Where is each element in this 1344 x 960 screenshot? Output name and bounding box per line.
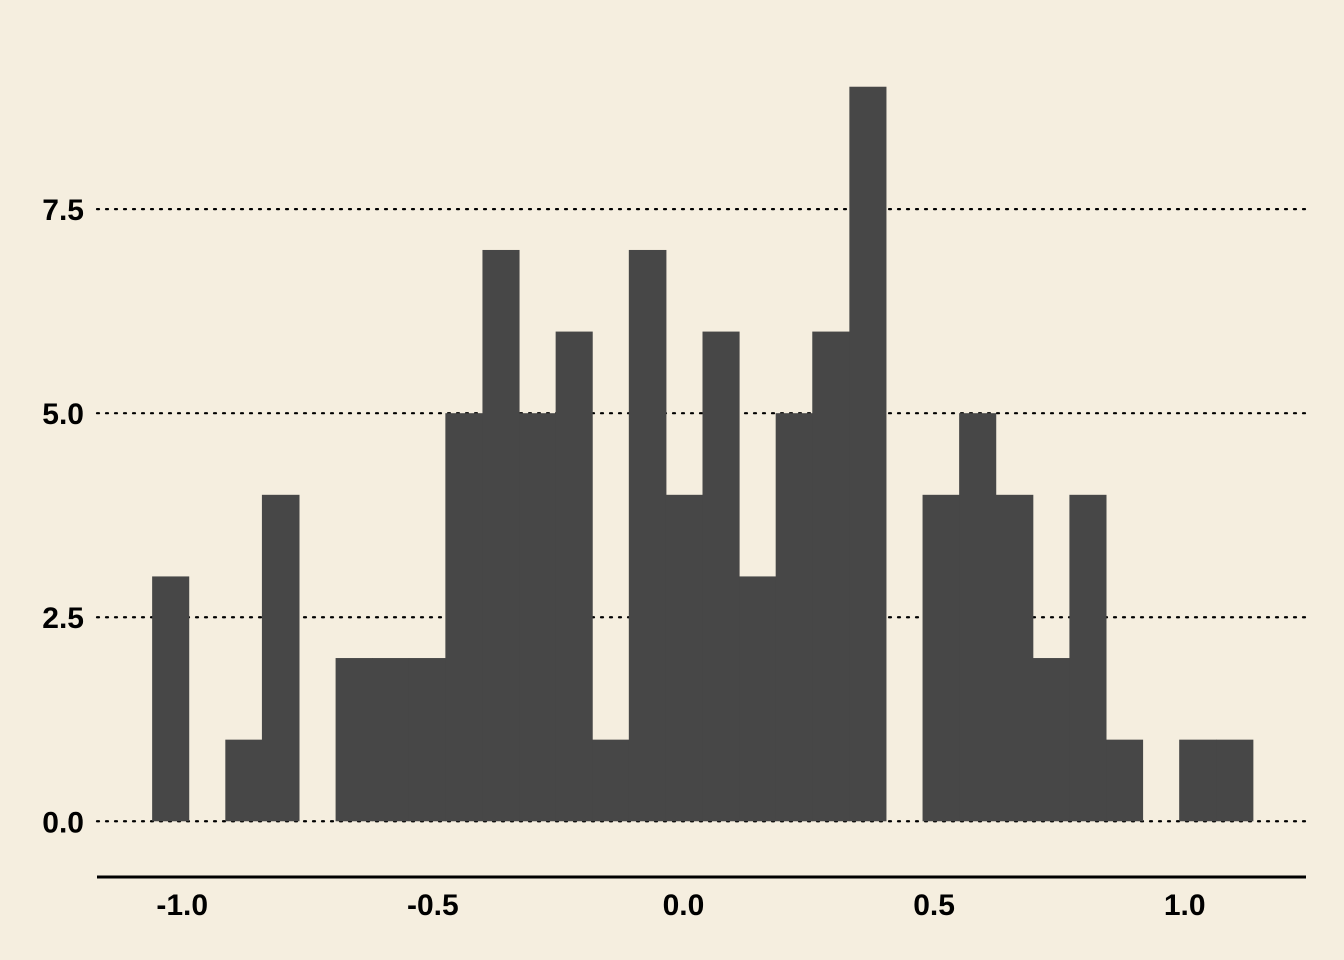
x-tick-label-3: 0.5 — [913, 889, 955, 922]
histogram-bar-26 — [1106, 739, 1144, 822]
histogram-bar-9 — [482, 249, 520, 822]
histogram-bar-7 — [408, 658, 446, 822]
x-tick-label-1: -0.5 — [407, 889, 459, 922]
histogram-bar-12 — [592, 739, 630, 822]
histogram-bar-23 — [995, 494, 1034, 822]
histogram-bar-22 — [959, 413, 997, 822]
histogram-bar-17 — [775, 413, 813, 822]
histogram-bar-28 — [1179, 739, 1217, 822]
histogram-bar-25 — [1069, 494, 1107, 822]
histogram-bar-15 — [702, 331, 740, 822]
x-tick-labels: -1.0 -0.5 0.0 0.5 1.0 — [156, 889, 1205, 922]
histogram-bar-10 — [519, 413, 557, 822]
histogram-bar-5 — [335, 658, 373, 822]
x-tick-label-4: 1.0 — [1164, 889, 1206, 922]
histogram-bar-18 — [812, 331, 850, 822]
y-tick-label-0: 0.0 — [42, 806, 84, 839]
histogram-bar-8 — [445, 413, 483, 822]
histogram-bars — [152, 86, 1254, 822]
histogram-bar-24 — [1032, 658, 1070, 822]
histogram-bar-6 — [372, 658, 410, 822]
histogram-bar-14 — [665, 494, 704, 822]
histogram-bar-2 — [225, 739, 263, 822]
histogram-bar-13 — [628, 249, 667, 822]
histogram-bar-3 — [261, 494, 300, 822]
histogram-bar-16 — [739, 576, 777, 822]
histogram-bar-29 — [1216, 739, 1254, 822]
y-tick-label-3: 7.5 — [42, 194, 84, 227]
x-tick-label-2: 0.0 — [663, 889, 705, 922]
y-tick-label-1: 2.5 — [42, 602, 84, 635]
y-tick-label-2: 5.0 — [42, 398, 84, 431]
histogram-bar-0 — [152, 576, 190, 822]
histogram-bar-19 — [849, 86, 887, 822]
histogram-bar-21 — [922, 494, 960, 822]
x-tick-label-0: -1.0 — [156, 889, 208, 922]
histogram-bar-11 — [555, 331, 593, 822]
y-tick-labels: 0.0 2.5 5.0 7.5 — [42, 194, 84, 839]
